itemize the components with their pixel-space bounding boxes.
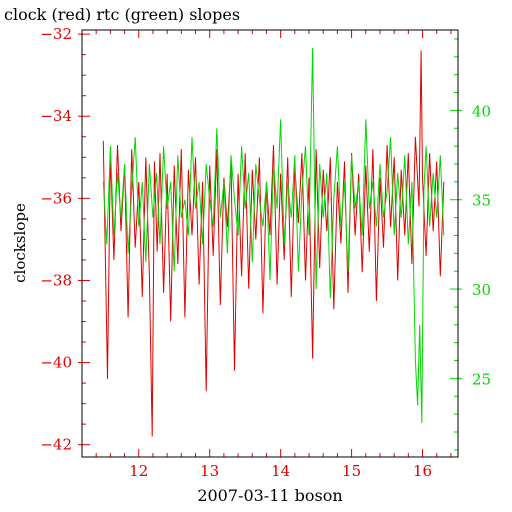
series-line-clock (102, 50, 445, 437)
chart-title: clock (red) rtc (green) slopes (4, 5, 240, 24)
x-tick-label: 12 (129, 462, 148, 480)
y-tick-label: −32 (40, 25, 72, 43)
y-tick-label: −42 (40, 436, 72, 454)
series-line-rtc (102, 47, 445, 424)
y-tick-label: −34 (40, 107, 72, 125)
y-axis-label: clockslope (11, 203, 29, 283)
plot-frame (81, 29, 459, 458)
y2-tick-label: 40 (472, 102, 491, 120)
y-tick-label: −38 (40, 271, 72, 289)
x-tick-label: 16 (413, 462, 432, 480)
x-axis-label: 2007-03-11 boson (197, 486, 342, 505)
y-tick-label: −40 (40, 354, 72, 372)
y2-tick-label: 35 (472, 192, 491, 210)
y2-tick-label: 30 (472, 281, 491, 299)
y2-tick-label: 25 (472, 370, 491, 388)
y-tick-label: −36 (40, 189, 72, 207)
axis-ticks: −42 −40 −38 −36 −34 −32 25 30 35 40 12 13 14 15 16 (40, 25, 491, 480)
plot-series (102, 47, 445, 437)
x-tick-label: 13 (200, 462, 219, 480)
x-tick-label: 14 (271, 462, 290, 480)
x-tick-label: 15 (342, 462, 361, 480)
